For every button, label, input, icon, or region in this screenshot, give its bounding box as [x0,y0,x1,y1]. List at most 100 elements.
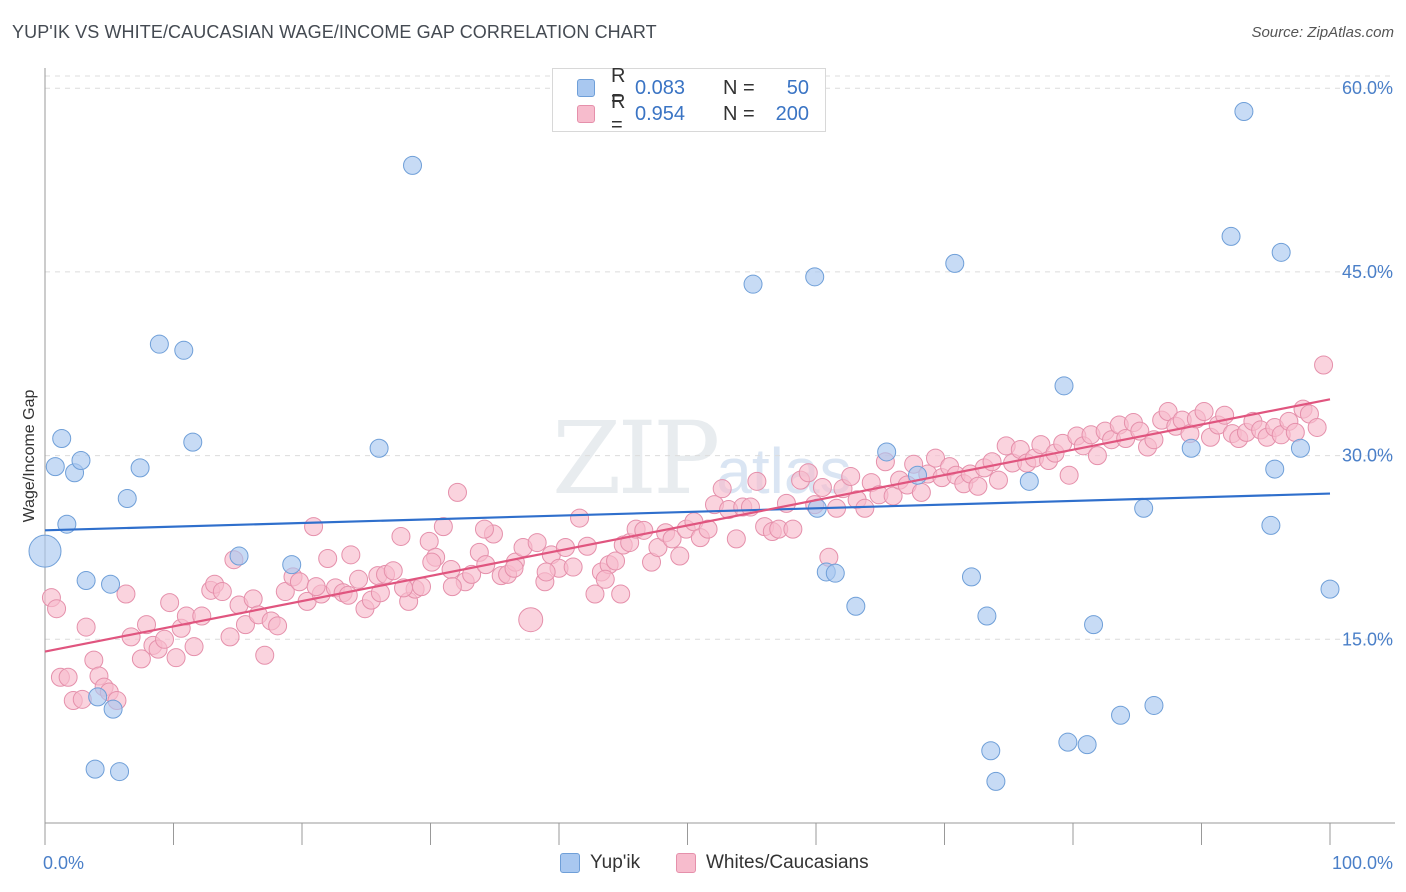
whites-point [275,582,295,602]
whites-point [349,569,369,589]
whites-point [58,667,78,687]
legend-r-label: R = [611,65,626,110]
yupik-point [981,741,1001,761]
whites-point [235,615,255,635]
whites-point [341,545,361,565]
whites-point [289,572,309,592]
yupik-point [45,457,65,477]
yupik-point [1019,471,1039,491]
yupik-point [1320,579,1340,599]
trend-lines [44,398,1331,653]
yupik-point [103,699,123,719]
legend-row-yupik: R = 0.083 N = 50 [577,65,809,110]
whites-point [433,517,453,537]
whites-point [243,589,263,609]
whites-point [412,577,432,597]
whites-point [712,479,732,499]
whites-point [131,649,151,669]
data-points [28,102,1340,791]
whites-point [76,617,96,637]
yupik-point [805,267,825,287]
whites-point [926,448,946,468]
yupik-point [1265,459,1285,479]
yupik-point [1134,498,1154,518]
yupik-point [117,488,137,508]
yupik-point [1144,695,1164,715]
yupik-point [1271,242,1291,262]
bottom-legend-whites: Whites/Caucasians [676,852,869,874]
yupik-point [76,571,96,591]
whites-point [1307,417,1327,437]
whites-point [137,615,157,635]
whites-point [394,578,414,598]
whites-point [383,561,403,581]
whites-point [982,452,1002,472]
whites-point [422,552,442,572]
whites-point [855,498,875,518]
yupik-point [1054,376,1074,396]
watermark: ZIPatlas [552,400,851,517]
yupik-point [1181,438,1201,458]
yupik-point [986,771,1006,791]
legend-swatch-whites [577,105,595,123]
whites-point [783,519,803,539]
whites-point [84,650,104,670]
whites-point [1087,446,1107,466]
axes [44,68,1395,845]
whites-point [212,582,232,602]
yupik-point [28,534,62,568]
whites-point [1314,355,1334,375]
whites-point [988,470,1008,490]
yupik-point [52,428,72,448]
whites-point [391,526,411,546]
yupik-point [110,762,130,782]
whites-point [419,531,439,551]
whites-point [116,584,136,604]
whites-point [1285,422,1305,442]
whites-point [255,645,275,665]
yupik-point [877,442,897,462]
whites-point [1158,402,1178,422]
whites-point [563,557,583,577]
y-tick-label: 30.0% [1342,446,1393,466]
whites-point [306,577,326,597]
series-yupik [28,102,1340,791]
yupik-point [130,458,150,478]
yupik-point [403,155,423,175]
whites-point [911,482,931,502]
legend-r-value: 0.083 [635,76,686,99]
whites-point [1031,435,1051,455]
yupik-point [1290,438,1310,458]
whites-point [595,569,615,589]
yupik-point [1084,615,1104,635]
whites-point [698,519,718,539]
whites-point [304,517,324,537]
yupik-point [174,340,194,360]
whites-point [447,482,467,502]
whites-point [536,562,556,582]
whites-point [585,584,605,604]
whites-point [166,648,186,668]
yupik-point [1077,735,1097,755]
whites-point [841,466,861,486]
yupik-point [1058,732,1078,752]
watermark-main: ZIP [552,400,720,517]
whites-point [220,627,240,647]
whites-point [606,551,626,571]
yupik-point [977,606,997,626]
yupik-point [71,451,91,471]
yupik-point [945,253,965,273]
whites-point [1059,465,1079,485]
yupik-point [825,563,845,583]
whites-point [47,599,67,619]
bottom-legend-label-yupik: Yup'ik [590,852,641,873]
whites-point [670,546,690,566]
whites-point [474,519,494,539]
yupik-trend-line [44,492,1331,532]
legend: R = 0.083 N = 50 R = 0.954 N = 200 [552,65,826,136]
legend-r-label: R = [611,91,626,136]
legend-n-value: 50 [786,76,809,99]
legend-n-label: N = [723,76,755,99]
bottom-legend-label-whites: Whites/Caucasians [706,852,869,873]
yupik-point [1261,515,1281,535]
